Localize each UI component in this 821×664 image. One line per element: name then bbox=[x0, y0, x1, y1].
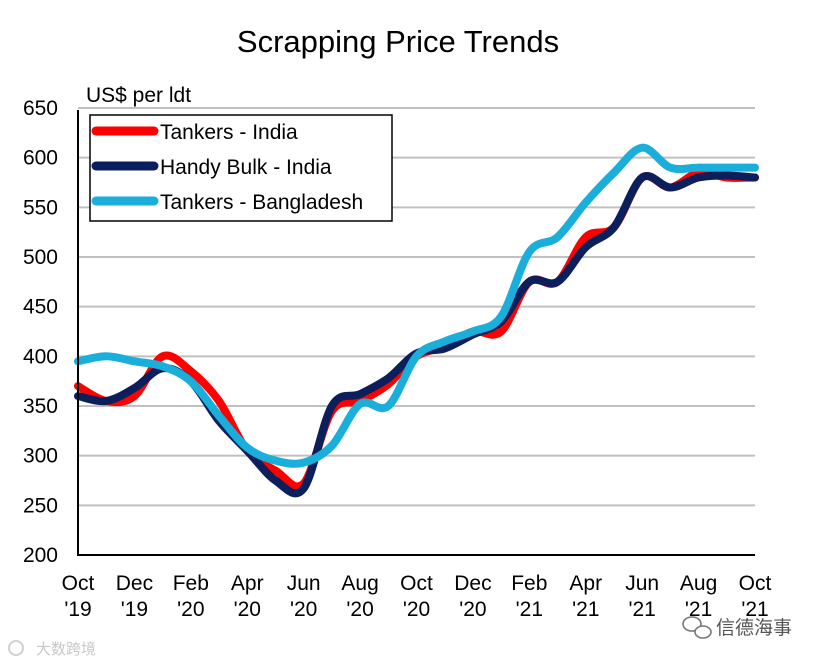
y-tick-label-200: 200 bbox=[23, 544, 58, 567]
x-tick-year-8: '21 bbox=[516, 598, 543, 621]
series-line-tankers-bangladesh bbox=[74, 143, 759, 468]
x-tick-year-0: '19 bbox=[64, 598, 91, 621]
watermark-left-text: 大数跨境 bbox=[36, 640, 96, 658]
series-layer bbox=[74, 143, 759, 498]
x-tick-year-5: '20 bbox=[346, 598, 373, 621]
x-tick-year-6: '20 bbox=[403, 598, 430, 621]
x-tick-month-12: Oct bbox=[739, 572, 772, 595]
x-tick-year-2: '20 bbox=[177, 598, 204, 621]
y-tick-label-250: 250 bbox=[23, 494, 58, 517]
legend: Tankers - India Handy Bulk - India Tanke… bbox=[89, 114, 393, 222]
y-tick-label-400: 400 bbox=[23, 345, 58, 368]
y-tick-label-600: 600 bbox=[23, 147, 58, 170]
y-tick-label-500: 500 bbox=[23, 246, 58, 269]
x-tick-year-3: '20 bbox=[234, 598, 261, 621]
x-tick-month-11: Aug bbox=[680, 572, 717, 595]
watermark-logo-icon bbox=[8, 640, 24, 656]
x-axis-ticks: Oct '19 Dec '19 Feb '20 Apr '20 Jun '20 Aug '20 Oct '… bbox=[62, 572, 772, 621]
x-tick-year-10: '21 bbox=[628, 598, 655, 621]
x-tick-month-4: Jun bbox=[287, 572, 321, 595]
y-tick-label-450: 450 bbox=[23, 296, 58, 319]
x-tick-month-0: Oct bbox=[62, 572, 95, 595]
x-tick-month-9: Apr bbox=[569, 572, 602, 595]
plot-axes bbox=[77, 110, 755, 556]
legend-label-handy-bulk-india: Handy Bulk - India bbox=[160, 156, 332, 179]
series-line-handy-bulk-india bbox=[74, 171, 759, 498]
y-tick-label-350: 350 bbox=[23, 395, 58, 418]
x-tick-month-3: Apr bbox=[231, 572, 264, 595]
y-axis-ticks: 200 250 300 350 400 450 500 550 600 650 bbox=[23, 97, 58, 567]
watermark-right-text: 信德海事 bbox=[716, 617, 792, 639]
x-tick-year-1: '19 bbox=[121, 598, 148, 621]
x-tick-year-4: '20 bbox=[290, 598, 317, 621]
x-tick-year-9: '21 bbox=[572, 598, 599, 621]
x-tick-month-1: Dec bbox=[116, 572, 153, 595]
x-tick-month-6: Oct bbox=[400, 572, 433, 595]
x-tick-month-5: Aug bbox=[341, 572, 378, 595]
y-tick-label-550: 550 bbox=[23, 196, 58, 219]
x-tick-month-7: Dec bbox=[454, 572, 491, 595]
legend-label-tankers-bangladesh: Tankers - Bangladesh bbox=[160, 191, 363, 214]
x-tick-month-2: Feb bbox=[173, 572, 209, 595]
x-tick-year-12: '21 bbox=[741, 598, 768, 621]
wechat-icon bbox=[682, 616, 712, 639]
watermark-right: 信德海事 bbox=[682, 616, 792, 639]
y-axis-unit-label: US$ per ldt bbox=[86, 84, 191, 107]
x-tick-month-10: Jun bbox=[625, 572, 659, 595]
x-tick-year-11: '21 bbox=[685, 598, 712, 621]
y-tick-label-300: 300 bbox=[23, 445, 58, 468]
y-tick-label-650: 650 bbox=[23, 97, 58, 120]
x-tick-year-7: '20 bbox=[459, 598, 486, 621]
chart-title: Scrapping Price Trends bbox=[237, 24, 559, 59]
watermark-left: 大数跨境 bbox=[8, 640, 96, 658]
legend-label-tankers-india: Tankers - India bbox=[160, 121, 298, 144]
x-tick-month-8: Feb bbox=[511, 572, 547, 595]
